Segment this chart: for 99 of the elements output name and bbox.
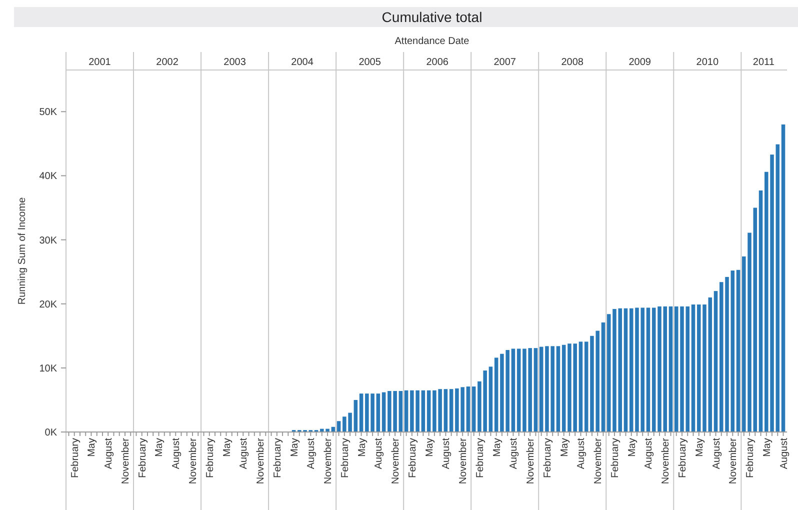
bar [539, 346, 544, 432]
x-tick-label: May [289, 438, 300, 457]
x-tick-label: February [204, 438, 216, 478]
x-tick-label: November [593, 437, 604, 484]
x-tick-label: May [222, 438, 233, 457]
bar [629, 308, 634, 432]
x-tick-label: November [526, 437, 537, 484]
bar [691, 304, 696, 432]
x-axis-title: Attendance Date [394, 36, 470, 47]
text: 2003 [224, 57, 246, 68]
text: 2005 [358, 57, 382, 68]
y-tick-label: 40K [39, 171, 58, 182]
y-tick-label: 0K [44, 428, 58, 438]
bar [668, 306, 673, 432]
bar [449, 389, 454, 432]
bar [488, 366, 493, 432]
bar [376, 394, 380, 432]
bar [404, 390, 408, 432]
x-tick-label: November [120, 437, 132, 484]
x-tick-label: May [356, 438, 368, 457]
x-tick-label: November [323, 437, 334, 484]
bar [736, 270, 740, 432]
bar [534, 348, 538, 432]
bar [562, 344, 566, 432]
x-tick-label: May [86, 438, 98, 457]
bar [584, 342, 588, 432]
bar [382, 392, 386, 432]
text: 2004 [291, 57, 314, 68]
x-tick-label: November [728, 437, 740, 484]
text: 2002 [156, 57, 179, 68]
bar [359, 394, 364, 432]
bar [494, 358, 498, 432]
text: 2007 [494, 57, 516, 68]
x-tick-label: February [542, 438, 554, 478]
bar [776, 144, 780, 432]
x-tick-label: February [340, 438, 351, 478]
x-tick-label: August [238, 438, 250, 470]
bar [444, 389, 448, 432]
x-tick-label: August [306, 438, 318, 470]
x-tick-label: May [762, 438, 773, 457]
text: 2001 [88, 57, 112, 68]
x-tick-label: May [559, 438, 570, 457]
x-tick-label: February [610, 438, 621, 478]
bar [714, 291, 718, 432]
x-tick-label: May [694, 438, 706, 457]
bar [606, 314, 611, 432]
bar [511, 348, 516, 432]
text: 2008 [561, 57, 584, 68]
x-tick-label: August [171, 438, 182, 470]
text: 2010 [696, 57, 719, 68]
y-tick-label: 50K [39, 107, 58, 118]
text: 2006 [426, 57, 449, 68]
y-tick-label: 30K [39, 235, 58, 246]
bar [781, 124, 786, 432]
x-tick-label: February [272, 438, 284, 478]
x-tick-label: May [626, 438, 638, 457]
x-tick-label: August [374, 438, 385, 470]
x-tick-label: November [256, 437, 267, 484]
bar [354, 400, 358, 432]
x-tick-label: August [104, 438, 115, 470]
x-tick-label: February [745, 438, 756, 478]
bar [578, 342, 583, 432]
bar [753, 208, 758, 432]
x-tick-label: February [677, 438, 688, 478]
bar [398, 390, 403, 432]
x-tick-label: February [70, 438, 81, 478]
bar [758, 190, 763, 432]
y-axis-title: Running Sum of Income [17, 196, 28, 305]
bar [426, 390, 431, 432]
x-tick-label: August [778, 438, 790, 470]
x-tick-label: August [576, 438, 588, 470]
x-tick-label: May [492, 438, 503, 457]
bar [624, 308, 628, 432]
x-tick-label: November [188, 437, 200, 484]
bar [472, 386, 476, 432]
bar [556, 346, 560, 432]
x-tick-label: August [441, 438, 452, 470]
bar [421, 390, 426, 432]
bar [601, 322, 606, 432]
chart-title: Cumulative total [382, 9, 482, 25]
bar [516, 348, 521, 432]
x-tick-label: November [390, 437, 402, 484]
x-tick-label: May [154, 438, 166, 457]
y-tick-label: 20K [39, 299, 58, 310]
x-tick-label: November [660, 437, 672, 484]
x-tick-label: February [407, 438, 418, 478]
x-tick-label: February [137, 438, 148, 478]
x-tick-label: August [711, 438, 722, 470]
y-tick-label: 10K [39, 363, 58, 374]
bar [336, 421, 341, 432]
bar [646, 308, 650, 432]
text: 2009 [628, 57, 652, 68]
bar [466, 386, 470, 432]
x-tick-label: August [508, 438, 520, 470]
x-tick-label: August [644, 438, 655, 470]
x-tick-label: May [424, 438, 436, 457]
x-tick-label: November [458, 437, 470, 484]
text: 2011 [752, 57, 775, 68]
x-tick-label: February [474, 438, 486, 478]
